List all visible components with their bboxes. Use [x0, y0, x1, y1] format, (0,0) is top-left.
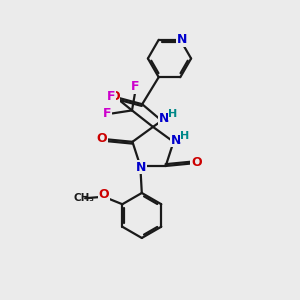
- Text: F: F: [131, 80, 140, 94]
- Text: H: H: [169, 109, 178, 119]
- Text: CH₃: CH₃: [73, 193, 94, 203]
- Text: O: O: [97, 132, 107, 145]
- Text: H: H: [180, 131, 190, 141]
- Text: O: O: [98, 188, 109, 201]
- Text: N: N: [136, 161, 146, 174]
- Text: N: N: [159, 112, 169, 125]
- Text: O: O: [109, 90, 120, 103]
- Text: F: F: [103, 107, 111, 120]
- Text: N: N: [171, 134, 181, 147]
- Text: O: O: [191, 157, 202, 169]
- Text: F: F: [107, 90, 115, 103]
- Text: N: N: [177, 33, 187, 46]
